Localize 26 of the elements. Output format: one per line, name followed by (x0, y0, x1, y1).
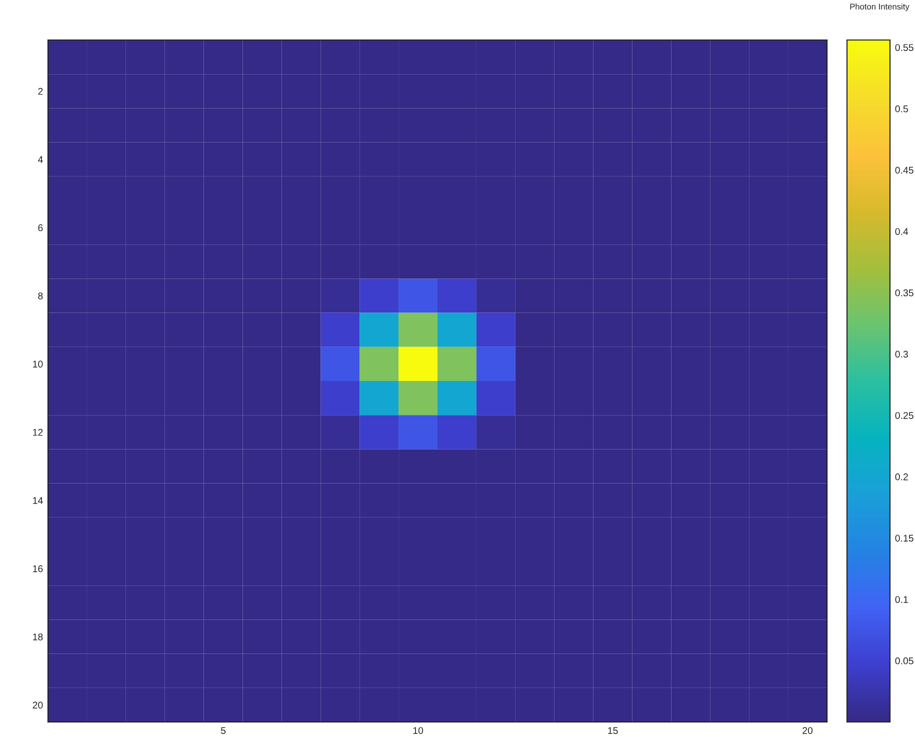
y-tick-label: 10 (33, 360, 43, 368)
x-tick-label: 15 (608, 727, 618, 734)
color-bar-label: 0.05 (895, 657, 914, 664)
color-bar-label: 0.15 (895, 534, 914, 542)
x-tick-label: 20 (802, 727, 813, 734)
color-bar-label: 0.25 (895, 412, 914, 419)
y-tick-label: 12 (33, 428, 43, 436)
color-bar-title: Photon Intensity (850, 3, 910, 12)
y-tick-label: 14 (33, 497, 43, 504)
color-bar-label: 0.4 (895, 228, 908, 235)
color-bar-label: 0.45 (895, 166, 914, 174)
y-tick-label: 16 (33, 565, 43, 572)
y-tick-label: 20 (32, 702, 43, 709)
color-bar-label: 0.55 (895, 44, 914, 51)
y-tick-label: 18 (33, 633, 43, 640)
color-bar-label: 0.3 (895, 350, 908, 358)
color-bar-label: 0.5 (895, 105, 908, 112)
x-tick-label: 10 (413, 727, 424, 734)
y-tick-label: 2 (38, 88, 43, 95)
color-bar-label: 0.1 (895, 596, 908, 603)
color-bar-label: 0.35 (895, 289, 914, 296)
y-tick-label: 4 (38, 156, 43, 163)
y-tick-label: 6 (38, 224, 43, 232)
color-bar-label: 0.2 (895, 473, 908, 480)
y-tick-label: 8 (38, 292, 43, 300)
x-tick-label: 5 (220, 727, 226, 734)
